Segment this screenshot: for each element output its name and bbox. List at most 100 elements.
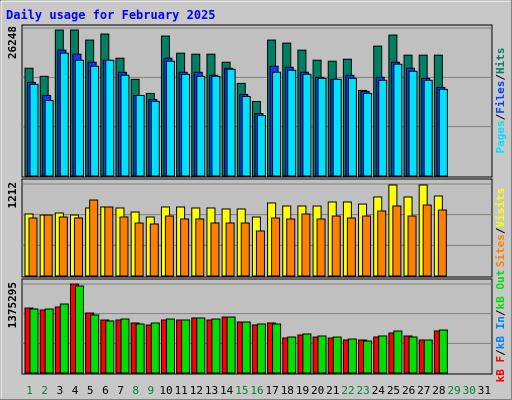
bar xyxy=(408,70,418,177)
x-tick-label: 2 xyxy=(41,384,48,397)
bar xyxy=(44,308,54,374)
bar xyxy=(73,217,83,277)
bar xyxy=(437,209,447,277)
bar xyxy=(378,79,388,177)
bar xyxy=(272,71,282,177)
x-tick-label: 26 xyxy=(402,384,415,397)
bar xyxy=(195,218,205,277)
x-tick-label: 31 xyxy=(478,384,491,397)
legend-separator: / xyxy=(494,349,507,356)
bar xyxy=(392,205,402,277)
bar xyxy=(226,68,236,177)
legend-entry: Hits xyxy=(494,48,507,75)
x-tick-label: 6 xyxy=(102,384,109,397)
bar xyxy=(438,329,448,374)
legend-entry: Files xyxy=(494,81,507,114)
bar xyxy=(408,336,418,374)
legend-separator: / xyxy=(494,309,507,316)
bar xyxy=(90,314,100,374)
legend: Sites/Visits xyxy=(494,188,507,268)
bar xyxy=(346,217,356,277)
x-tick-label: 22 xyxy=(341,384,354,397)
bar xyxy=(287,69,297,177)
x-tick-label: 9 xyxy=(148,384,155,397)
bar xyxy=(225,222,235,277)
bar xyxy=(301,213,311,277)
y-tick-label: 1375295 xyxy=(6,282,19,328)
x-tick-label: 13 xyxy=(205,384,218,397)
bar xyxy=(164,215,174,277)
bar xyxy=(241,321,251,374)
bar xyxy=(302,73,312,177)
bar xyxy=(286,218,296,277)
bar xyxy=(149,223,159,277)
bar xyxy=(44,99,54,177)
bar xyxy=(226,316,236,374)
legend-entry: kB In xyxy=(494,316,507,349)
bar xyxy=(240,222,250,277)
x-tick-label: 29 xyxy=(447,384,460,397)
bar xyxy=(165,60,175,177)
bar xyxy=(180,218,190,277)
bar xyxy=(407,215,417,277)
x-tick-label: 18 xyxy=(281,384,294,397)
bar xyxy=(438,88,448,177)
bar xyxy=(59,303,69,374)
x-tick-label: 23 xyxy=(357,384,370,397)
x-tick-label: 17 xyxy=(266,384,279,397)
bar xyxy=(29,308,39,374)
bar xyxy=(89,199,99,277)
bar xyxy=(181,319,191,374)
bar xyxy=(43,214,53,277)
bar xyxy=(241,95,251,177)
legend-entry: kB F xyxy=(494,356,507,383)
bar xyxy=(210,222,220,277)
x-tick-label: 27 xyxy=(417,384,430,397)
bar xyxy=(378,335,388,374)
bar xyxy=(423,339,433,374)
y-tick-label: 26248 xyxy=(6,26,19,59)
legend-entry: kB Out xyxy=(494,270,507,310)
bar xyxy=(316,218,326,277)
bar xyxy=(317,335,327,374)
x-tick-label: 10 xyxy=(159,384,172,397)
bar xyxy=(150,100,160,177)
bar xyxy=(120,74,130,177)
bar xyxy=(150,322,160,374)
x-tick-label: 25 xyxy=(387,384,400,397)
bar xyxy=(74,59,84,177)
bar xyxy=(59,52,69,177)
bar xyxy=(104,206,114,277)
bar xyxy=(181,73,191,177)
x-tick-label: 28 xyxy=(432,384,445,397)
bar xyxy=(317,77,327,177)
bar xyxy=(90,65,100,177)
chart-title: Daily usage for February 2025 xyxy=(6,8,216,22)
bar xyxy=(377,210,387,277)
x-tick-label: 5 xyxy=(87,384,94,397)
x-tick-label: 7 xyxy=(117,384,124,397)
bar xyxy=(255,230,265,277)
bar xyxy=(331,215,341,277)
legend-entry: Sites xyxy=(494,234,507,267)
bar xyxy=(256,115,266,177)
legend-separator: / xyxy=(494,227,507,234)
x-tick-label: 14 xyxy=(220,384,234,397)
bar xyxy=(211,75,221,177)
bar xyxy=(363,340,373,374)
bar xyxy=(28,217,38,277)
x-tick-label: 24 xyxy=(372,384,386,397)
bar xyxy=(362,215,372,277)
bar xyxy=(287,336,297,374)
x-tick-label: 11 xyxy=(175,384,188,397)
x-tick-label: 16 xyxy=(250,384,263,397)
x-tick-label: 12 xyxy=(190,384,203,397)
bar xyxy=(422,204,432,277)
bar xyxy=(165,318,175,374)
bar xyxy=(393,63,403,177)
bar xyxy=(211,318,221,374)
bar xyxy=(120,318,130,374)
x-tick-label: 15 xyxy=(235,384,248,397)
